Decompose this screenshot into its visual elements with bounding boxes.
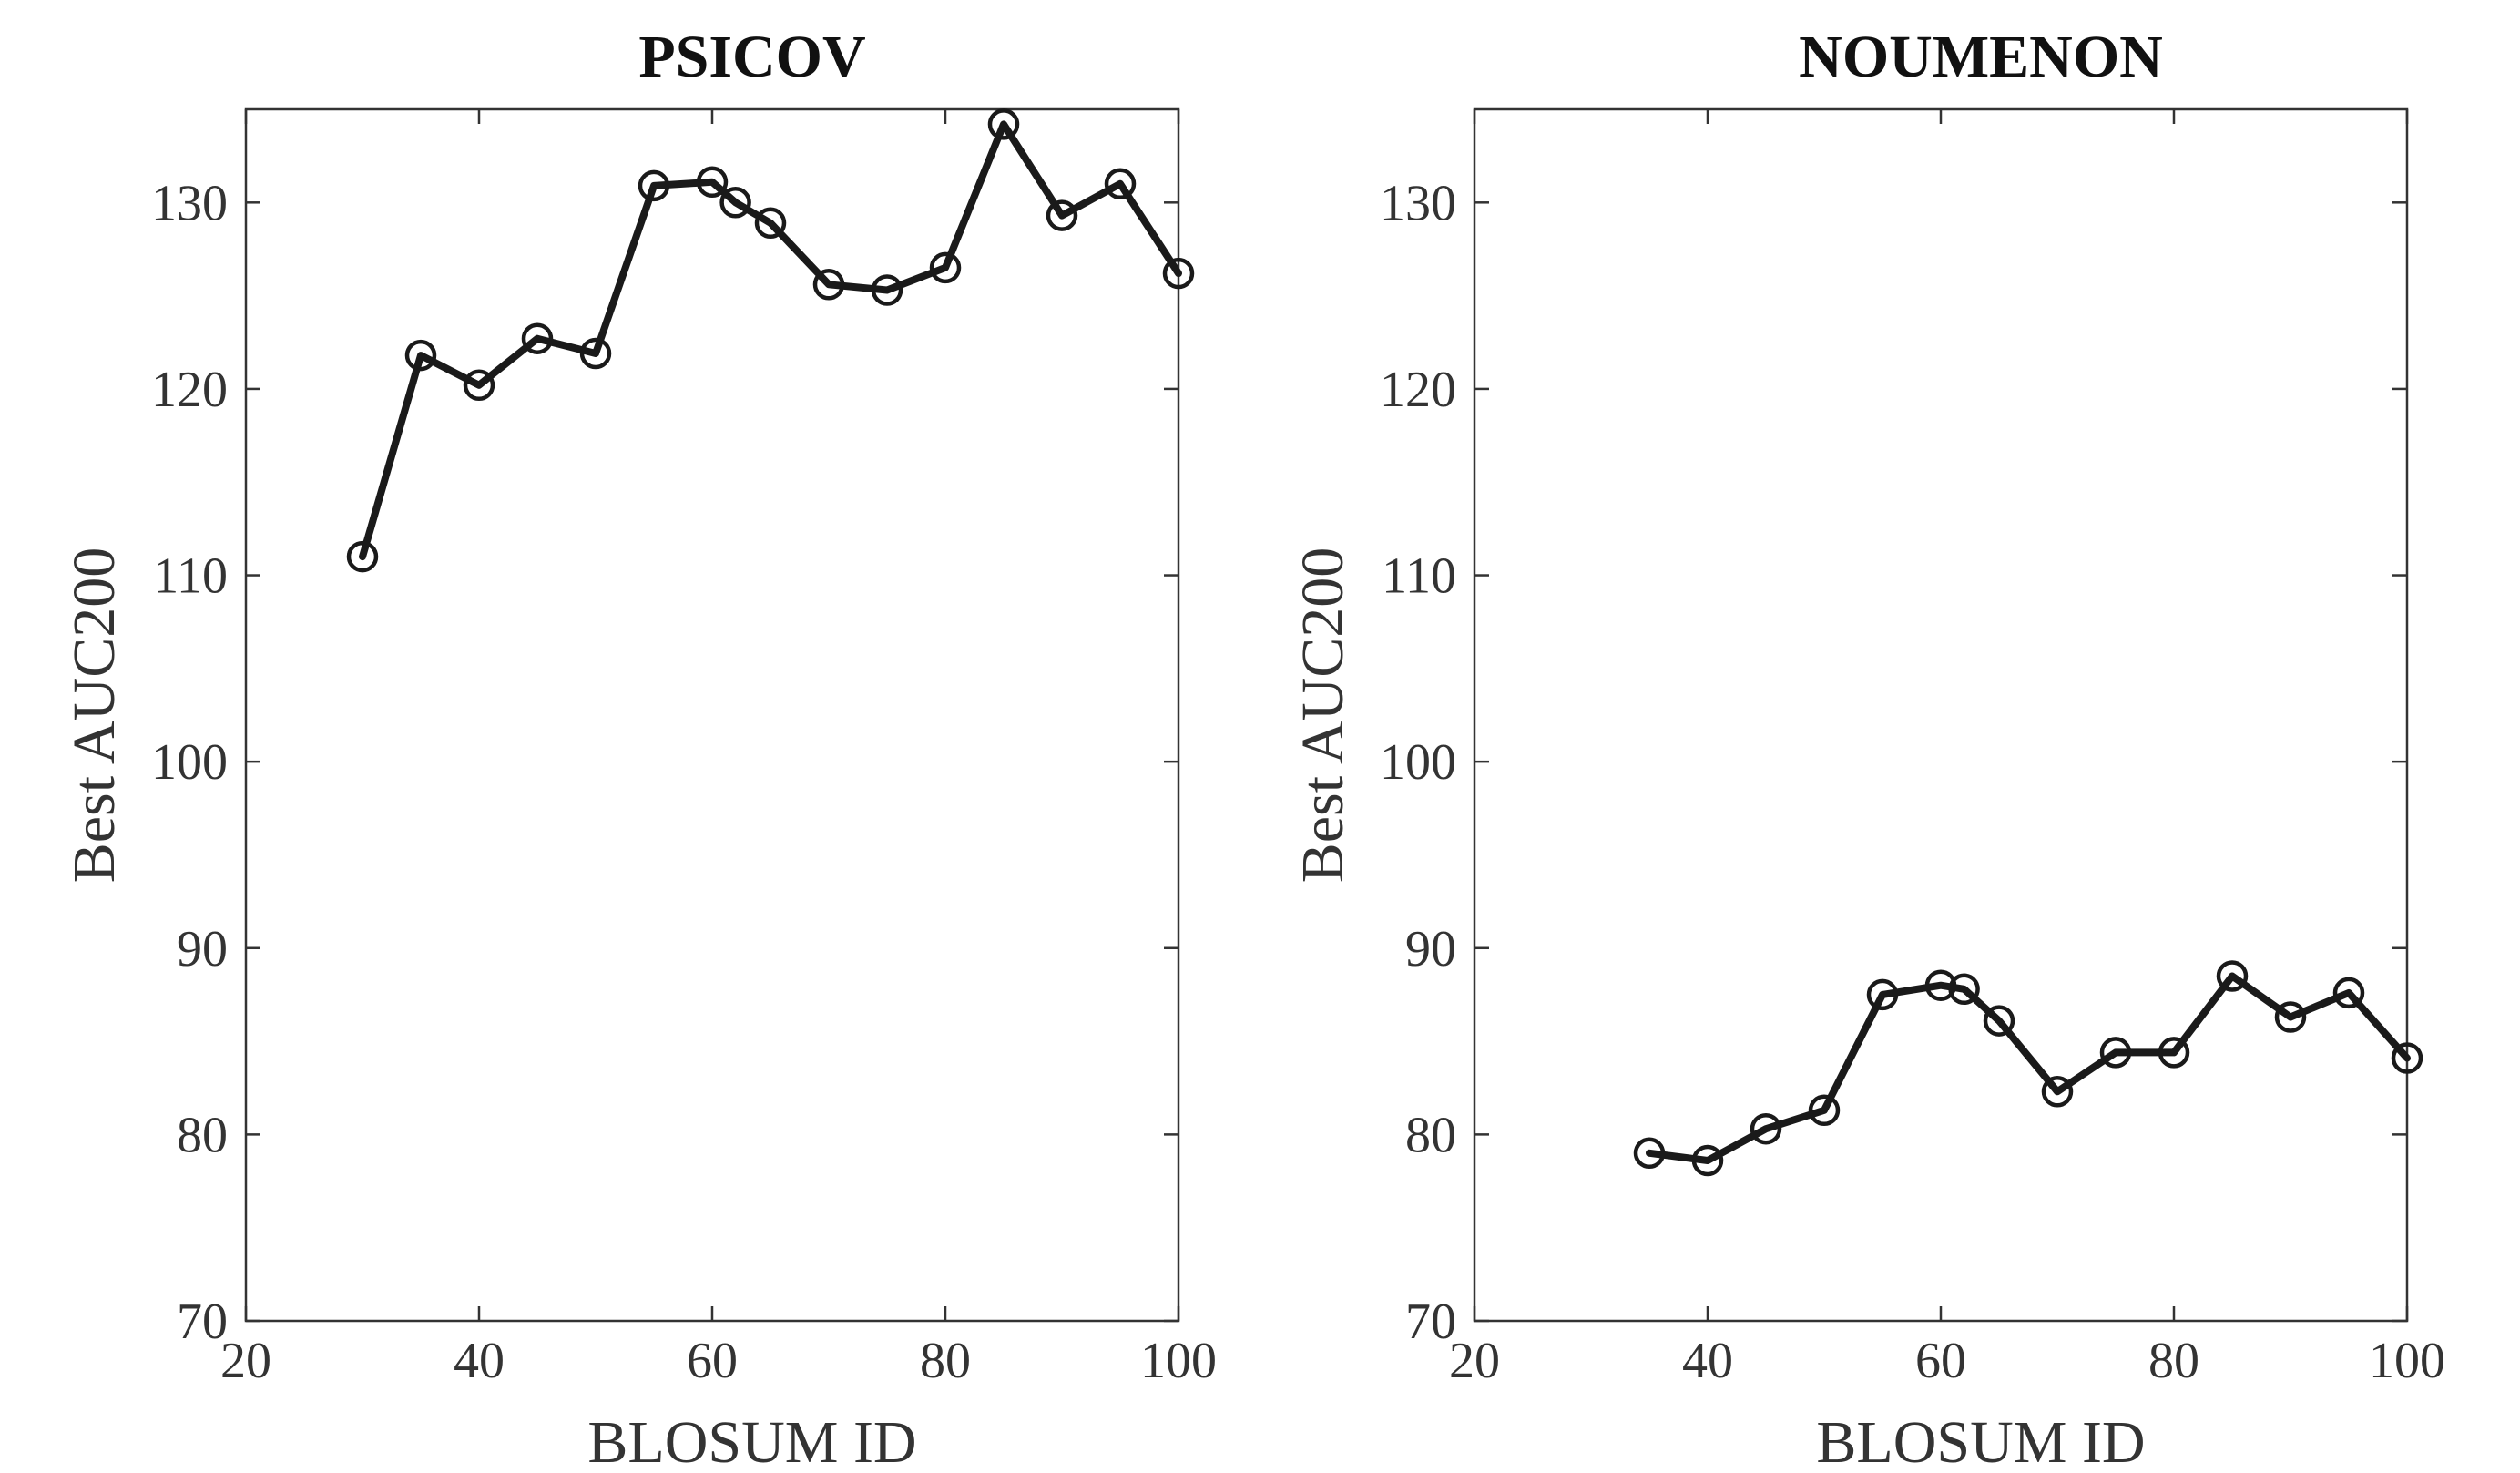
axis-ticks bbox=[244, 109, 1180, 1323]
x-tick-label: 80 bbox=[920, 1333, 971, 1389]
axis-ticks bbox=[1473, 109, 2409, 1323]
y-tick-label: 120 bbox=[1380, 362, 1456, 418]
x-tick-label: 80 bbox=[2148, 1333, 2199, 1389]
x-tick-label: 100 bbox=[1140, 1333, 1217, 1389]
data-point bbox=[2099, 1037, 2132, 1069]
data-point bbox=[1808, 1094, 1841, 1127]
tick-labels: 20 40 60 80 100 70 80 90 100 110 120 130 bbox=[151, 175, 1217, 1389]
y-tick-label: 100 bbox=[1380, 734, 1456, 791]
data-point bbox=[871, 274, 903, 306]
chart-title: PSICOV bbox=[638, 24, 865, 90]
data-point bbox=[521, 322, 554, 354]
y-axis-label: Best AUC200 bbox=[61, 547, 128, 884]
x-tick-label: 40 bbox=[1682, 1333, 1733, 1389]
x-tick-label: 60 bbox=[687, 1333, 738, 1389]
data-point bbox=[1983, 1005, 2015, 1037]
data-point bbox=[2041, 1076, 2074, 1108]
chart-title: NOUMENON bbox=[1799, 24, 2163, 90]
series bbox=[1633, 960, 2423, 1177]
x-axis-label: BLOSUM ID bbox=[587, 1409, 916, 1473]
x-tick-label: 40 bbox=[454, 1333, 505, 1389]
data-point bbox=[346, 540, 379, 573]
data-point bbox=[2332, 977, 2365, 1009]
y-tick-label: 130 bbox=[1380, 175, 1456, 231]
data-point bbox=[2216, 960, 2249, 992]
data-point bbox=[1633, 1137, 1666, 1170]
x-tick-label: 20 bbox=[1449, 1333, 1500, 1389]
data-point bbox=[463, 369, 495, 402]
y-tick-label: 110 bbox=[153, 548, 228, 605]
data-point bbox=[1948, 973, 1980, 1006]
data-point bbox=[1924, 969, 1957, 1001]
y-tick-label: 80 bbox=[177, 1107, 228, 1163]
y-tick-label: 70 bbox=[1405, 1294, 1456, 1350]
data-point bbox=[812, 269, 845, 301]
chart-noumenon: NOUMENON 20 40 60 80 100 70 80 90 100 110 120 130 B… bbox=[1290, 24, 2445, 1473]
y-tick-label: 100 bbox=[151, 734, 228, 791]
series-line bbox=[359, 120, 1182, 561]
data-point bbox=[579, 337, 612, 370]
data-point bbox=[1162, 257, 1195, 290]
data-point bbox=[929, 251, 962, 284]
data-point bbox=[719, 187, 751, 219]
series-line bbox=[1646, 972, 2411, 1164]
data-point bbox=[696, 166, 729, 199]
y-axis-label: Best AUC200 bbox=[1290, 547, 1356, 884]
data-point bbox=[1750, 1112, 1782, 1145]
x-tick-label: 100 bbox=[2369, 1333, 2445, 1389]
data-point bbox=[1104, 168, 1137, 200]
y-tick-label: 80 bbox=[1405, 1107, 1456, 1163]
data-point bbox=[2158, 1037, 2190, 1069]
data-point bbox=[404, 339, 437, 372]
x-tick-label: 20 bbox=[220, 1333, 271, 1389]
plot-area: 20 40 60 80 100 70 80 90 100 110 120 130 bbox=[1380, 107, 2445, 1389]
data-point bbox=[987, 108, 1020, 140]
series bbox=[346, 108, 1195, 573]
chart-psicov: PSICOV 20 40 60 80 100 70 80 90 100 110 120 130 BLO… bbox=[61, 24, 1217, 1473]
data-point bbox=[2274, 1001, 2307, 1033]
data-point bbox=[1046, 199, 1078, 231]
data-point bbox=[754, 207, 787, 240]
x-tick-label: 60 bbox=[1915, 1333, 1966, 1389]
data-point bbox=[1691, 1144, 1724, 1177]
y-tick-label: 70 bbox=[177, 1294, 228, 1350]
tick-labels: 20 40 60 80 100 70 80 90 100 110 120 130 bbox=[1380, 175, 2445, 1389]
data-point bbox=[1866, 978, 1899, 1011]
y-tick-label: 130 bbox=[151, 175, 228, 231]
y-tick-label: 90 bbox=[1405, 921, 1456, 977]
y-tick-label: 110 bbox=[1382, 548, 1456, 605]
y-tick-label: 90 bbox=[177, 921, 228, 977]
x-axis-label: BLOSUM ID bbox=[1816, 1409, 2145, 1473]
plot-area: 20 40 60 80 100 70 80 90 100 110 120 130 bbox=[151, 107, 1217, 1389]
data-point bbox=[638, 169, 670, 202]
y-tick-label: 120 bbox=[151, 362, 228, 418]
data-point bbox=[2391, 1042, 2423, 1074]
